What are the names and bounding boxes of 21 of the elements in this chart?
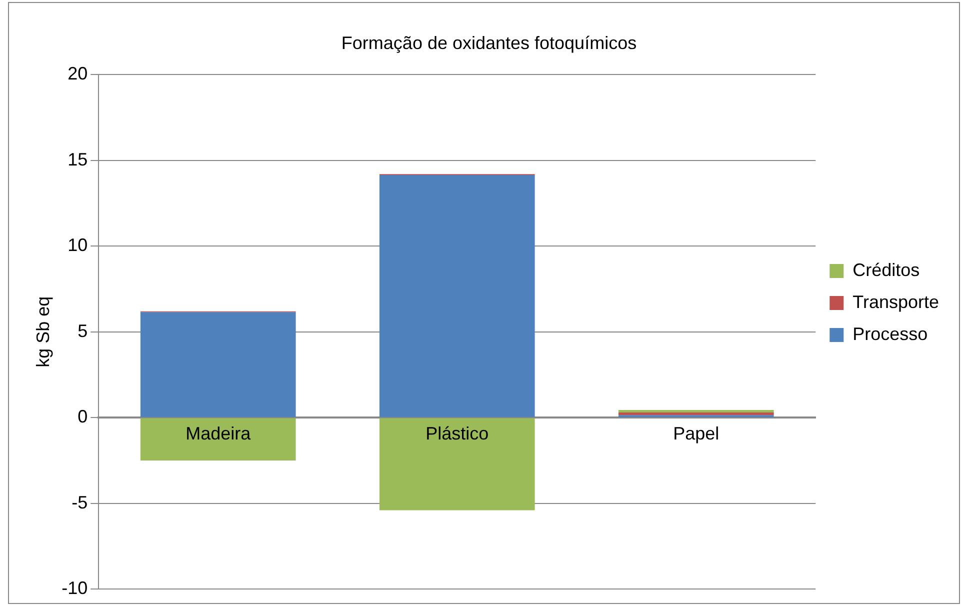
y-tick-label: -5 xyxy=(72,492,88,512)
x-tick-label: Madeira xyxy=(186,423,252,444)
legend-label: Créditos xyxy=(852,260,920,280)
bar xyxy=(379,174,535,418)
chart-title: Formação de oxidantes fotoquímicos xyxy=(341,32,637,53)
bar xyxy=(140,418,296,461)
y-tick-label: 15 xyxy=(68,149,88,170)
bar xyxy=(618,410,774,413)
y-tick-label: 5 xyxy=(78,320,88,341)
y-tick-label: -10 xyxy=(62,578,88,598)
y-tick-label: 0 xyxy=(78,406,88,427)
legend-label: Transporte xyxy=(852,292,940,312)
x-tick-label: Plástico xyxy=(426,423,489,444)
x-tick-label: Papel xyxy=(673,423,720,444)
legend-label: Processo xyxy=(852,324,928,344)
y-tick-label: 10 xyxy=(68,235,88,256)
bar xyxy=(140,312,296,418)
bar xyxy=(618,412,774,416)
bar xyxy=(379,418,535,510)
y-axis-title: kg Sb eq xyxy=(32,296,53,368)
y-tick-label: 20 xyxy=(68,64,88,84)
